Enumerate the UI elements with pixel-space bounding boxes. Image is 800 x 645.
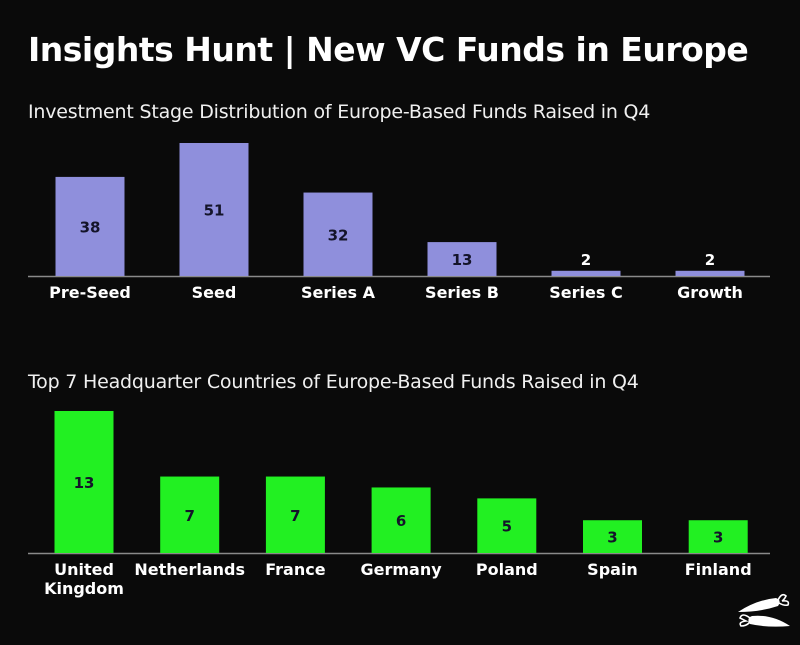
country-bar [54, 411, 114, 553]
stage-value-label: 32 [328, 226, 349, 244]
stage-bar [427, 242, 497, 276]
country-value-label: 3 [607, 529, 617, 547]
country-category-label: Poland [476, 560, 538, 579]
page-title: Insights Hunt | New VC Funds in Europe [28, 30, 749, 69]
country-bar [160, 476, 220, 553]
country-bar [688, 520, 748, 553]
country-value-label: 7 [290, 507, 300, 525]
stage-bar [675, 270, 745, 276]
stage-category-label: Seed [192, 283, 237, 302]
country-category-label: Spain [587, 560, 638, 579]
stage-value-label: 51 [204, 202, 225, 220]
stage-category-label: Series A [301, 283, 376, 302]
stage-bar [551, 270, 621, 276]
stage-category-label: Pre-Seed [49, 283, 131, 302]
carrots-logo-icon [738, 593, 790, 627]
country-bar [477, 498, 537, 553]
stage-category-label: Growth [677, 283, 743, 302]
country-bar [371, 487, 431, 553]
stage-bar [179, 143, 249, 276]
country-value-label: 7 [184, 507, 194, 525]
country-category-label: Netherlands [134, 560, 245, 579]
stage-bar [55, 176, 125, 276]
stage-value-label: 13 [452, 251, 473, 269]
country-bar [583, 520, 642, 553]
stage-category-label: Series C [549, 283, 622, 302]
chart1-title: Investment Stage Distribution of Europe-… [28, 101, 651, 123]
chart2-title: Top 7 Headquarter Countries of Europe-Ba… [28, 371, 639, 393]
country-value-label: 13 [74, 474, 95, 492]
country-category-label: Germany [361, 560, 443, 579]
stage-value-label: 38 [80, 218, 101, 236]
country-category-label: United [54, 560, 114, 579]
country-category-label: Finland [685, 560, 752, 579]
country-bar [265, 476, 325, 553]
stage-category-label: Series B [425, 283, 499, 302]
country-value-label: 3 [713, 529, 723, 547]
country-value-label: 6 [396, 512, 406, 530]
country-value-label: 5 [502, 518, 512, 536]
stage-value-label: 2 [705, 251, 715, 269]
country-category-label: Kingdom [44, 579, 124, 598]
country-category-label: France [265, 560, 325, 579]
stage-value-label: 2 [581, 251, 591, 269]
stage-bar [303, 192, 373, 276]
